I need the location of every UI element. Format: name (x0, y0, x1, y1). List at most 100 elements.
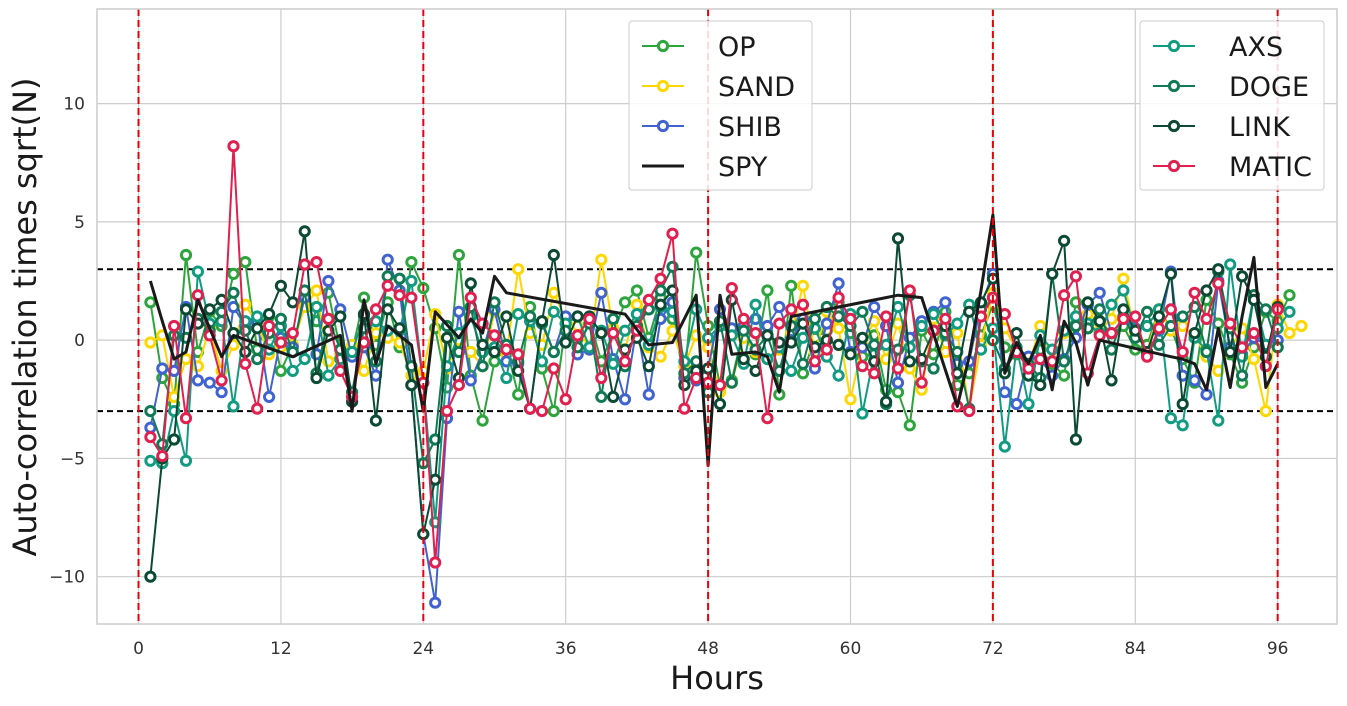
data-point (737, 353, 750, 366)
data-point (595, 390, 608, 403)
legend-swatch-marker (1167, 79, 1181, 93)
y-tick-label: 0 (74, 331, 85, 351)
data-point (998, 440, 1011, 453)
data-point (749, 327, 762, 340)
data-point (1236, 270, 1249, 283)
data-point (179, 303, 193, 316)
y-tick-label: −10 (49, 568, 85, 588)
data-point (690, 371, 703, 385)
data-point (891, 386, 905, 399)
data-point (1105, 374, 1118, 387)
data-point (1081, 296, 1094, 309)
data-point (903, 419, 916, 432)
data-point (476, 414, 489, 427)
plot-frame (96, 8, 1338, 625)
data-point (1188, 374, 1201, 387)
data-point (310, 284, 323, 297)
data-point (630, 298, 644, 311)
data-point (1058, 289, 1071, 302)
data-point (263, 308, 276, 321)
data-point (595, 253, 608, 266)
data-point (144, 405, 157, 418)
data-point (1200, 345, 1213, 359)
data-point (832, 338, 845, 351)
data-point (915, 376, 928, 389)
data-point (630, 308, 644, 321)
data-point (227, 140, 240, 153)
data-point (203, 303, 216, 316)
data-point (737, 324, 750, 337)
data-point (725, 282, 738, 295)
data-point (191, 265, 204, 278)
data-point (464, 277, 477, 290)
data-point (832, 369, 845, 382)
legend-left-frame (628, 20, 813, 191)
data-point (796, 279, 810, 292)
data-point (1010, 397, 1023, 411)
legend-label-doge: DOGE (1229, 72, 1309, 103)
data-point (286, 296, 299, 309)
data-point (286, 327, 299, 340)
data-point (1058, 234, 1071, 247)
data-point (1176, 345, 1189, 359)
data-point (1176, 319, 1189, 333)
legend-label-matic: MATIC (1229, 152, 1312, 183)
data-point (1069, 270, 1083, 283)
x-tick-label: 60 (840, 639, 862, 659)
data-point (998, 386, 1011, 399)
data-point (1224, 345, 1237, 359)
data-point (263, 319, 276, 333)
data-point (500, 343, 513, 356)
data-point (464, 345, 477, 359)
data-point (1224, 258, 1237, 271)
data-point (654, 284, 667, 297)
data-point (547, 286, 560, 299)
data-point (512, 263, 525, 276)
data-point (144, 570, 157, 583)
data-point (1093, 286, 1106, 299)
data-point (547, 345, 560, 359)
data-point (512, 348, 525, 361)
data-point (1164, 267, 1178, 280)
data-point (500, 371, 513, 385)
data-point (1058, 355, 1071, 368)
legend-label-shib: SHIB (718, 112, 782, 143)
data-point (583, 312, 596, 325)
data-point (1176, 310, 1189, 323)
data-point (263, 390, 276, 403)
data-point (761, 412, 774, 425)
data-point (369, 414, 382, 427)
data-point (1176, 419, 1189, 432)
data-point (1034, 379, 1047, 392)
data-point (607, 357, 620, 370)
data-point (251, 402, 264, 415)
data-point (654, 272, 667, 285)
legend-left: OP SAND SHIB SPY (628, 20, 813, 191)
data-point (844, 312, 857, 325)
data-point (796, 298, 810, 311)
data-point (393, 322, 406, 335)
data-point (1200, 388, 1213, 401)
data-point (1034, 319, 1047, 333)
data-point (429, 473, 442, 486)
data-point (168, 433, 181, 446)
data-point (820, 343, 833, 356)
data-point (547, 305, 560, 318)
data-point (868, 367, 881, 380)
data-point (524, 310, 537, 323)
data-point (832, 322, 845, 335)
series-spy (148, 213, 1280, 467)
data-point (179, 248, 193, 262)
data-point (1247, 327, 1261, 340)
data-point (642, 388, 655, 401)
data-point (429, 556, 442, 569)
data-point (951, 327, 964, 340)
data-point (880, 310, 893, 323)
legend-right-frame (1139, 20, 1325, 191)
data-point (951, 317, 964, 330)
series-layer (137, 9, 1308, 624)
data-point (678, 402, 691, 415)
data-point (476, 338, 489, 351)
data-point (286, 364, 299, 377)
data-point (179, 353, 193, 366)
